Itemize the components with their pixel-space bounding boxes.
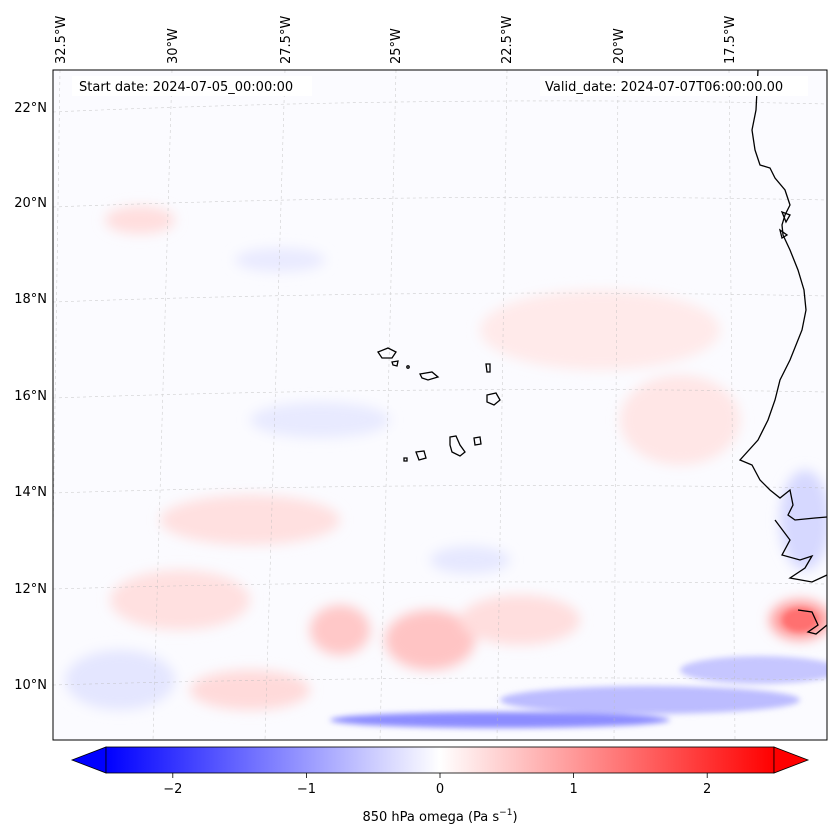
colorbar-body [105, 746, 775, 774]
colorbar-label: 850 hPa omega (Pa s−1) [362, 808, 517, 825]
cape-verde-islands [377, 347, 501, 462]
colorbar: −2 −1 0 1 2 850 hPa omega (Pa s−1) [70, 746, 810, 825]
lon-label: 17.5°W [723, 16, 738, 64]
coastline [738, 70, 827, 635]
lat-label: 12°N [14, 582, 47, 597]
latitude-labels: 22°N 20°N 18°N 16°N 14°N 12°N 10°N [14, 101, 47, 693]
lat-label: 10°N [14, 678, 47, 693]
lon-label: 25°W [389, 28, 404, 64]
lon-label: 20°W [612, 28, 627, 64]
colorbar-extend-min [70, 746, 107, 774]
colorbar-tick-label: 2 [703, 782, 711, 797]
start-date-label: Start date: 2024-07-05_00:00:00 [79, 80, 293, 95]
map-panel [53, 70, 827, 740]
colorbar-tick-label: −1 [297, 782, 316, 797]
lon-label: 30°W [166, 28, 181, 64]
lat-label: 22°N [14, 101, 47, 116]
map-border [52, 69, 828, 741]
lat-label: 20°N [14, 196, 47, 211]
valid-date-box [540, 76, 808, 96]
colorbar-tick-label: 0 [436, 782, 444, 797]
lat-label: 16°N [14, 389, 47, 404]
lat-label: 14°N [14, 485, 47, 500]
lon-label: 32.5°W [54, 16, 69, 64]
colorbar-tick-label: 1 [569, 782, 577, 797]
start-date-box [72, 76, 312, 96]
valid-date-label: Valid_date: 2024-07-07T06:00:00.00 [545, 80, 783, 95]
longitude-labels: 32.5°W 30°W 27.5°W 25°W 22.5°W 20°W 17.5… [54, 16, 738, 64]
lon-label: 22.5°W [500, 16, 515, 64]
lat-label: 18°N [14, 292, 47, 307]
colorbar-tick-label: −2 [163, 782, 182, 797]
lon-label: 27.5°W [279, 16, 294, 64]
colorbar-ticks: −2 −1 0 1 2 [163, 773, 711, 797]
colorbar-extend-max [773, 746, 810, 774]
graticule [53, 70, 827, 740]
